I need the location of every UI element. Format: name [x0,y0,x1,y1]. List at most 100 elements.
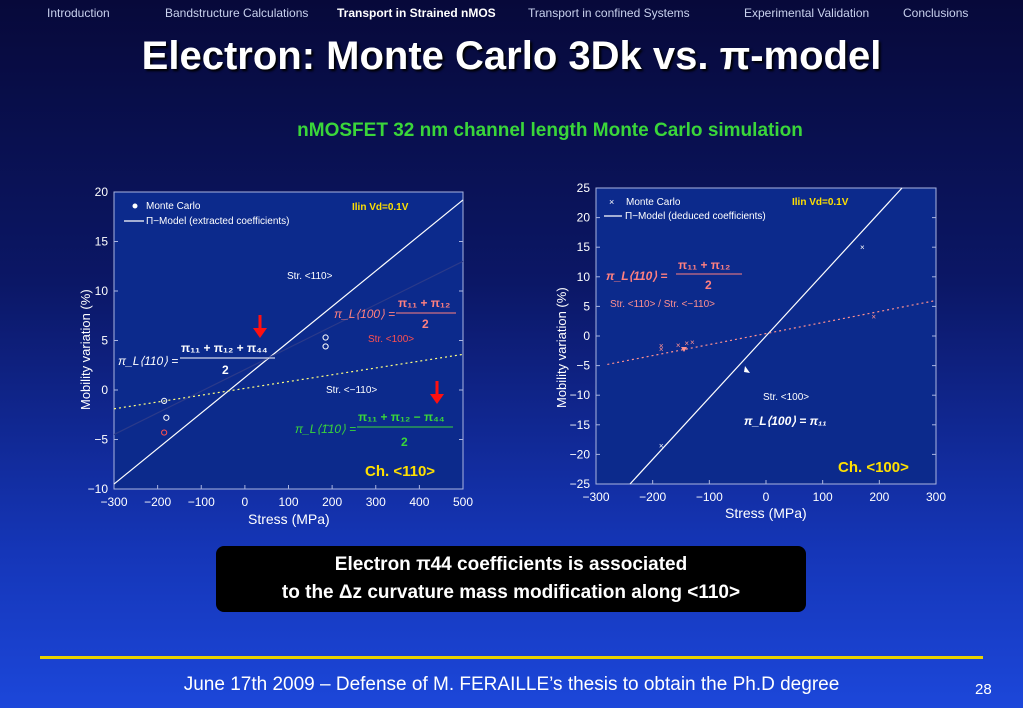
nav-introduction[interactable]: Introduction [47,6,110,20]
legend-left-mc-label: Monte Carlo [146,201,201,212]
r-xtick-label: 200 [869,490,889,504]
formula-left-m110: π_L⟨1̄10⟩ = π₁₁ + π₁₂ − π₄₄ 2 [295,410,453,449]
chart-left-xlabel: Stress (MPa) [248,511,330,527]
chart-left-frame [113,191,464,490]
nav-bandstructure[interactable]: Bandstructure Calculations [165,6,309,20]
r-ytick-label: 20 [577,211,591,225]
arrow-right-pink [681,347,687,352]
l-xtick-label: 100 [278,495,298,509]
nav-transport-confined[interactable]: Transport in confined Systems [528,6,690,20]
page-number: 28 [975,681,992,698]
chart-right-corner-label: Ilin Vd=0.1V [792,197,849,208]
chart-left-ylabel: Mobility variation (%) [78,289,93,410]
r-data-point: × [871,312,876,321]
legend-right-model-label: Π−Model (deduced coefficients) [625,211,766,222]
l-xtick-label: −100 [188,495,215,509]
r-data-point: × [659,345,664,354]
series-label-right-str100: Str. <100> [763,392,809,403]
nav-conclusions[interactable]: Conclusions [903,6,969,20]
l-xtick-label: 400 [409,495,429,509]
footer-divider [40,656,983,659]
r-model-line-0 [629,187,903,485]
chart-right-xlabel: Stress (MPa) [725,505,807,521]
l-data-point [322,334,329,341]
l-xtick-label: 200 [322,495,342,509]
l-ytick-label: −5 [94,433,108,447]
r-data-point: × [684,339,689,348]
r-data-point: × [659,341,664,350]
l-data-point [161,397,168,404]
formula-left-110-lhs: π_L⟨110⟩ = [118,354,178,368]
l-ytick-label: 5 [101,334,108,348]
formula-left-m110-den: 2 [401,435,408,449]
r-ytick-label: −10 [570,388,591,402]
r-data-point: × [659,442,664,451]
chart-right-lines [607,187,937,485]
formula-right-110-num: π₁₁ + π₁₂ [678,258,730,272]
formula-left-100: π_L⟨100⟩ = π₁₁ + π₁₂ 2 [334,296,456,331]
l-model-line-2 [113,353,464,410]
formula-left-100-lhs: π_L⟨100⟩ = [334,307,395,321]
chart-right-ticks: −300 −200 −100 0 100 200 300 −25 −20 −15 −10 −5 0 5 10… [570,181,947,504]
formula-right-110: π_L⟨110⟩ = π₁₁ + π₁₂ 2 [606,258,742,292]
nav-experimental[interactable]: Experimental Validation [744,6,870,20]
note-line-2: to the Δz curvature mass modification al… [281,582,741,603]
formula-right-110-den: 2 [705,278,712,292]
chart-left-ticks: −300 −200 −100 0 100 200 300 400 500 −10 −5 0 5 10 15 2… [88,185,474,509]
l-data-point [322,343,329,350]
formula-left-m110-num: π₁₁ + π₁₂ − π₄₄ [358,410,445,424]
chart-left-points [161,334,329,436]
legend-right-mc-marker: × [609,197,614,207]
nav-transport-strained[interactable]: Transport in Strained nMOS [337,6,496,20]
l-ytick-label: 10 [95,284,109,298]
r-xtick-label: −300 [582,490,609,504]
r-ytick-label: −15 [570,418,591,432]
chart-right-channel-label: Ch. <100> [838,459,909,476]
l-xtick-label: −200 [144,495,171,509]
footer-text: June 17th 2009 – Defense of M. FERAILLE’… [183,674,840,695]
arrow-right-white [744,366,750,373]
r-ytick-label: −5 [576,359,590,373]
r-ytick-label: 5 [583,299,590,313]
formula-left-110: π_L⟨110⟩ = π₁₁ + π₁₂ + π₄₄ 2 [118,341,275,377]
slide-subtitle: nMOSFET 32 nm channel length Monte Carlo… [297,120,803,141]
note-line-1: Electron π44 coefficients is associated [334,554,688,575]
chart-right-ylabel: Mobility variation (%) [554,287,569,408]
slide-title: Electron: Monte Carlo 3Dk vs. π-model [141,34,882,78]
legend-left-model-label: Π−Model (extracted coefficients) [146,216,290,227]
chart-left-lines [113,199,464,485]
r-ytick-label: 25 [577,181,591,195]
formula-left-110-den: 2 [222,363,229,377]
r-data-point: × [690,338,695,347]
r-data-point: × [676,341,681,350]
l-xtick-label: −300 [100,495,127,509]
key-note-box: Electron π44 coefficients is associated … [216,546,806,612]
l-ytick-label: 20 [95,185,109,199]
formula-right-100: π_L⟨100⟩ = π₁₁ [744,414,827,428]
chart-left: −300 −200 −100 0 100 200 300 400 500 −10 −5 0 5 10 15 2… [78,185,473,527]
l-ytick-label: 15 [95,235,109,249]
r-ytick-label: −20 [570,447,591,461]
legend-left-mc-marker [132,203,138,209]
r-ytick-label: 15 [577,240,591,254]
r-xtick-label: −100 [696,490,723,504]
r-ytick-label: 10 [577,270,591,284]
series-label-str110: Str. <110> [287,271,333,282]
l-data-point [163,414,170,421]
r-xtick-label: 100 [813,490,833,504]
l-xtick-label: 300 [366,495,386,509]
chart-right-points: ××××× × × × [659,243,877,450]
legend-right-mc-label: Monte Carlo [626,197,681,208]
r-ytick-label: −25 [570,477,591,491]
series-label-str100: Str. <100> [368,334,414,345]
l-xtick-label: 500 [453,495,473,509]
l-xtick-label: 0 [242,495,249,509]
l-ytick-label: 0 [101,383,108,397]
arrow-left-1 [253,315,267,338]
l-model-line-1 [113,260,464,436]
r-xtick-label: 0 [763,490,770,504]
r-ytick-label: 0 [583,329,590,343]
l-model-line-0 [113,199,464,485]
series-label-str110-m110: Str. <110> / Str. <−110> [610,299,715,310]
chart-right: −300 −200 −100 0 100 200 300 −25 −20 −15 −10 −5 0 5 10… [554,181,946,521]
